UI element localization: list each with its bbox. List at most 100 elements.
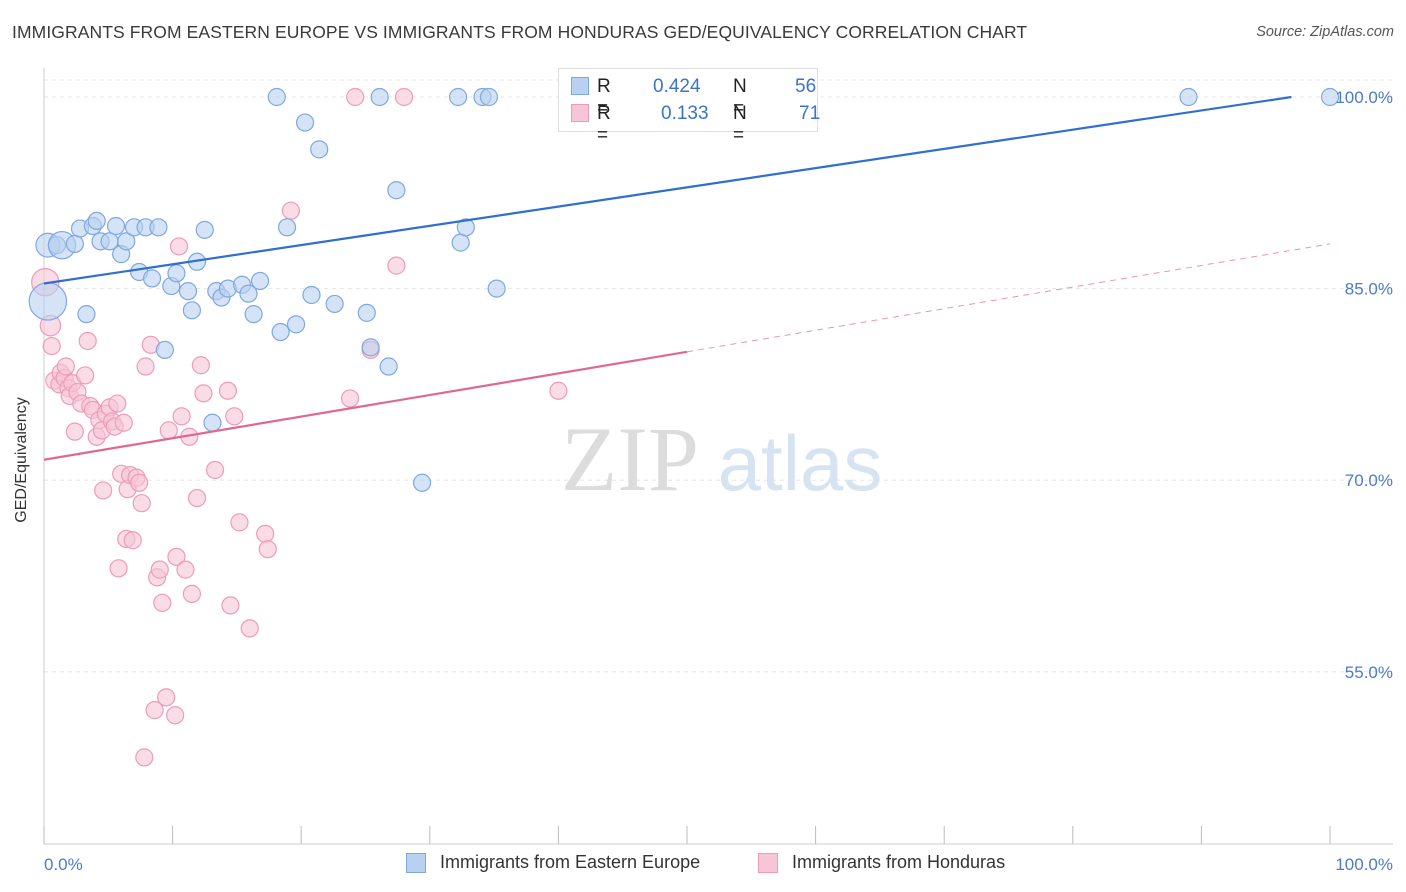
bottom-legend-honduras: Immigrants from Honduras <box>758 852 1006 873</box>
point-honduras <box>135 748 154 767</box>
point-eastern-europe <box>357 303 376 322</box>
point-eastern-europe <box>267 87 286 107</box>
axes <box>43 68 1393 845</box>
point-eastern-europe <box>106 216 126 236</box>
point-honduras <box>340 389 360 408</box>
point-honduras <box>166 706 185 725</box>
point-eastern-europe <box>302 285 321 305</box>
legend-swatch-honduras <box>571 104 589 122</box>
point-honduras <box>94 481 113 500</box>
correlation-legend: R = 0.424 N = 56 R = 0.133 N = 71 <box>558 68 821 146</box>
point-eastern-europe <box>244 305 263 324</box>
point-eastern-europe <box>456 218 475 237</box>
point-honduras <box>114 413 133 432</box>
point-eastern-europe <box>1320 87 1340 107</box>
point-eastern-europe <box>178 282 198 301</box>
y-tick-label: 85.0% <box>1345 280 1393 299</box>
point-honduras <box>240 619 259 638</box>
legend-n-value-eastern-europe: 56 <box>795 76 817 97</box>
chart-title: IMMIGRANTS FROM EASTERN EUROPE VS IMMIGR… <box>12 22 1028 42</box>
point-honduras <box>176 560 195 579</box>
legend-r-value-eastern-europe: 0.424 <box>653 76 701 97</box>
point-eastern-europe <box>451 233 470 252</box>
gridlines <box>44 79 1393 673</box>
point-eastern-europe <box>195 220 214 239</box>
point-honduras <box>172 407 191 426</box>
y-tick-label: 55.0% <box>1345 663 1393 682</box>
point-eastern-europe <box>239 284 258 303</box>
point-honduras <box>387 256 406 275</box>
legend-r-value-honduras: 0.133 <box>661 103 709 124</box>
point-honduras <box>153 593 172 612</box>
point-eastern-europe <box>28 282 68 321</box>
point-honduras <box>187 488 207 508</box>
legend-n-label: N = <box>733 103 747 146</box>
point-honduras <box>157 688 176 707</box>
point-eastern-europe <box>167 264 186 283</box>
point-honduras <box>191 356 210 375</box>
watermark: ZIP atlas <box>561 408 882 510</box>
point-eastern-europe <box>361 338 380 357</box>
point-eastern-europe <box>65 234 84 253</box>
trend-line-eastern-europe <box>43 95 1292 285</box>
point-eastern-europe <box>412 473 432 492</box>
point-honduras <box>221 596 240 615</box>
bottom-legend-eastern-europe: Immigrants from Eastern Europe <box>406 852 701 873</box>
y-tick-labels: 55.0% 70.0% 85.0% 100.0% <box>1335 88 1393 682</box>
point-eastern-europe <box>142 269 162 288</box>
point-eastern-europe <box>387 181 406 200</box>
point-eastern-europe <box>487 279 506 298</box>
point-eastern-europe <box>87 211 106 231</box>
bottom-legend-swatch-eastern-europe <box>406 853 426 873</box>
point-eastern-europe <box>286 315 306 334</box>
point-honduras <box>130 473 149 492</box>
bottom-legend-label-honduras: Immigrants from Honduras <box>792 852 1006 872</box>
point-eastern-europe <box>250 271 270 291</box>
point-honduras <box>159 421 178 440</box>
trend-line-honduras-extension <box>686 243 1331 353</box>
point-eastern-europe <box>379 357 398 376</box>
point-honduras <box>132 494 151 513</box>
watermark-zip: ZIP <box>561 408 699 510</box>
point-eastern-europe <box>448 87 468 107</box>
point-honduras <box>167 547 186 566</box>
bottom-legend-label-eastern-europe: Immigrants from Eastern Europe <box>440 852 701 872</box>
legend-n-label: N = <box>733 76 747 119</box>
point-honduras <box>42 336 61 356</box>
watermark-atlas: atlas <box>718 419 883 507</box>
point-honduras <box>225 407 244 426</box>
point-eastern-europe <box>295 113 315 132</box>
series-honduras-points <box>31 87 568 767</box>
point-eastern-europe <box>271 322 290 342</box>
point-honduras <box>78 331 97 351</box>
point-eastern-europe <box>182 301 201 320</box>
point-eastern-europe <box>117 232 136 251</box>
legend-n-value-honduras: 71 <box>799 103 821 124</box>
point-eastern-europe <box>203 413 222 432</box>
point-honduras <box>145 701 164 720</box>
point-honduras <box>76 366 95 385</box>
legend-swatch-eastern-europe <box>571 77 589 95</box>
point-honduras <box>108 394 127 413</box>
point-honduras <box>150 560 169 579</box>
trend-lines <box>43 95 1331 461</box>
point-honduras <box>258 540 277 559</box>
legend-r-label: R = <box>597 103 611 146</box>
point-honduras <box>218 381 237 400</box>
point-eastern-europe <box>155 340 174 360</box>
point-honduras <box>182 584 201 603</box>
point-honduras <box>256 524 275 543</box>
point-honduras <box>65 422 84 441</box>
point-honduras <box>281 201 301 220</box>
point-honduras <box>169 237 189 256</box>
point-eastern-europe <box>310 140 329 159</box>
chart-source: Source: ZipAtlas.com <box>1256 24 1394 40</box>
point-honduras <box>123 531 142 550</box>
point-honduras <box>136 357 155 376</box>
point-eastern-europe <box>277 218 297 237</box>
point-honduras <box>394 87 414 107</box>
x-tick-label-min: 0.0% <box>44 855 83 874</box>
y-axis-label: GED/Equivalency <box>13 397 30 523</box>
point-honduras <box>346 87 365 107</box>
